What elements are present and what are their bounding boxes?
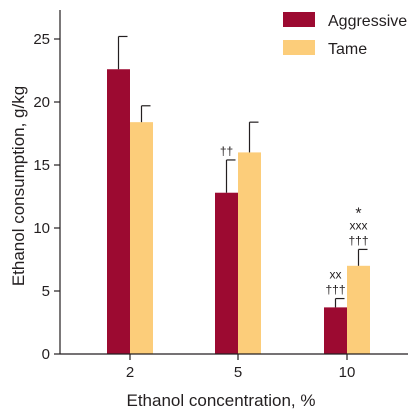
bar-aggressive-10 (324, 307, 347, 354)
significance-label: * (355, 205, 361, 222)
legend-label-tame: Tame (328, 41, 367, 58)
legend-swatch-aggressive (283, 12, 315, 27)
significance-label: xxx (350, 218, 368, 232)
legend-label-aggressive: Aggressive (328, 13, 407, 30)
y-tick-label: 5 (42, 283, 50, 300)
y-tick-label: 20 (33, 94, 50, 111)
bar-tame-2 (130, 122, 153, 354)
significance-label: xx (330, 268, 342, 282)
legend: Aggressive Tame (283, 12, 407, 58)
significance-label: ††† (348, 233, 368, 247)
y-tick-label: 10 (33, 220, 50, 237)
bar-aggressive-2 (107, 69, 130, 355)
y-axis-ticks: 0 5 10 15 20 25 (33, 31, 60, 363)
y-tick-label: 15 (33, 157, 50, 174)
x-tick-label: 5 (234, 364, 242, 381)
bar-tame-10 (347, 265, 370, 354)
significance-label: ††† (325, 283, 345, 297)
x-axis-ticks: 2 5 10 (126, 354, 356, 381)
x-tick-label: 10 (339, 364, 356, 381)
y-axis-title: Ethanol consumption, g/kg (9, 86, 28, 286)
significance-label: †† (220, 144, 233, 158)
y-tick-label: 0 (42, 346, 50, 363)
bar-tame-5 (238, 152, 261, 354)
y-tick-label: 25 (33, 31, 50, 48)
legend-swatch-tame (283, 40, 315, 55)
x-tick-label: 2 (126, 364, 134, 381)
x-axis-title: Ethanol concentration, % (126, 391, 315, 410)
bar-aggressive-5 (215, 192, 238, 354)
plot-area: ††xx†††*xxx††† (107, 35, 370, 355)
